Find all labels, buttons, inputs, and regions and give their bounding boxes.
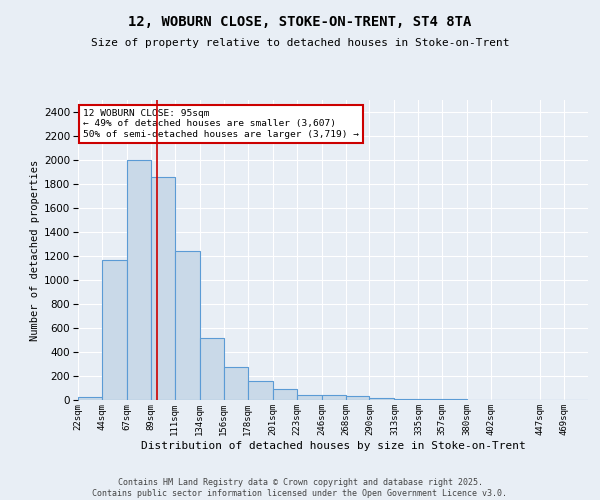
Bar (370, 398, 394, 400)
Bar (151, 177, 175, 400)
Text: Contains HM Land Registry data © Crown copyright and database right 2025.
Contai: Contains HM Land Registry data © Crown c… (92, 478, 508, 498)
Text: 12 WOBURN CLOSE: 95sqm
← 49% of detached houses are smaller (3,607)
50% of semi-: 12 WOBURN CLOSE: 95sqm ← 49% of detached… (83, 109, 359, 139)
Bar (322, 395, 346, 400)
Bar (394, 399, 418, 400)
Bar (200, 338, 224, 400)
Bar (175, 251, 200, 400)
Bar (78, 397, 102, 400)
Bar (224, 367, 248, 400)
Bar (102, 260, 127, 400)
X-axis label: Distribution of detached houses by size in Stoke-on-Trent: Distribution of detached houses by size … (140, 440, 526, 450)
Text: Size of property relative to detached houses in Stoke-on-Trent: Size of property relative to detached ho… (91, 38, 509, 48)
Bar (127, 160, 151, 400)
Bar (248, 382, 272, 400)
Y-axis label: Number of detached properties: Number of detached properties (30, 160, 40, 340)
Bar (296, 394, 322, 400)
Text: 12, WOBURN CLOSE, STOKE-ON-TRENT, ST4 8TA: 12, WOBURN CLOSE, STOKE-ON-TRENT, ST4 8T… (128, 15, 472, 29)
Bar (272, 389, 296, 400)
Bar (346, 396, 370, 400)
